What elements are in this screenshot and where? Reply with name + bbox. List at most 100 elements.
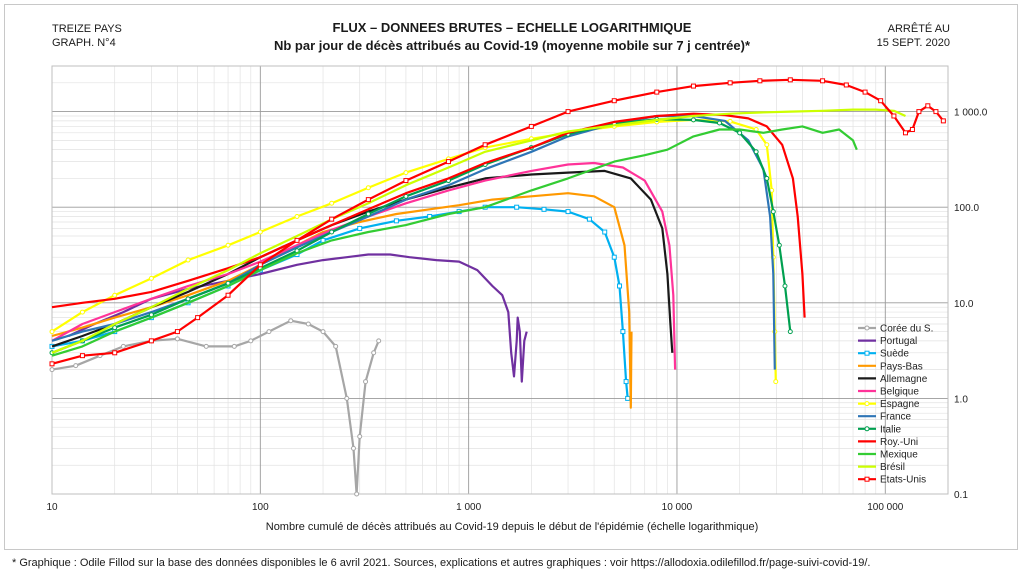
data-point [690, 83, 696, 89]
data-point [73, 363, 79, 369]
x-tick-label: 1 000 [456, 502, 481, 513]
data-point [586, 216, 592, 222]
data-point [716, 120, 722, 126]
data-point [79, 353, 85, 359]
data-point [782, 283, 788, 289]
data-point [376, 338, 382, 344]
data-point [333, 343, 339, 349]
data-point [49, 367, 55, 373]
data-point [445, 159, 451, 165]
data-point [329, 216, 335, 222]
plot-border [51, 65, 949, 495]
data-point [727, 80, 733, 86]
data-point [617, 283, 623, 289]
data-point [79, 309, 85, 315]
header-right-line2: 15 SEPT. 2020 [876, 37, 950, 49]
data-point [225, 292, 231, 298]
data-point [403, 170, 409, 176]
series-line-9 [51, 112, 806, 318]
legend-marker [864, 350, 870, 356]
legend-label: Corée du S. [880, 324, 933, 335]
y-tick-label: 0.1 [954, 490, 968, 501]
data-point [891, 113, 897, 119]
data-point [257, 229, 263, 235]
legend-label: Belgique [880, 387, 919, 398]
data-point [248, 338, 254, 344]
series-line-3 [51, 192, 633, 409]
legend-label: Etats-Unis [880, 475, 926, 486]
series-line-4 [51, 169, 674, 353]
data-point [112, 292, 118, 298]
data-point [843, 82, 849, 88]
data-point [393, 218, 399, 224]
data-point [354, 491, 360, 497]
data-point [611, 254, 617, 260]
data-point [737, 130, 743, 136]
data-point [357, 225, 363, 231]
data-point [329, 229, 335, 235]
data-point [764, 142, 770, 148]
data-point [365, 185, 371, 191]
data-point [611, 98, 617, 104]
data-point [602, 229, 608, 235]
series-line-5 [51, 161, 677, 370]
data-point [148, 275, 154, 281]
data-point [371, 350, 377, 356]
data-point [776, 242, 782, 248]
data-point [925, 103, 931, 109]
data-point [620, 329, 626, 335]
legend-label: Suède [880, 349, 909, 360]
data-point [690, 117, 696, 123]
data-point [49, 329, 55, 335]
y-tick-label: 100.0 [954, 203, 979, 214]
y-tick-label: 10.0 [954, 299, 974, 310]
data-point [787, 77, 793, 83]
data-point [909, 126, 915, 132]
legend-marker [864, 476, 870, 482]
footnote: * Graphique : Odile Fillod sur la base d… [12, 557, 871, 569]
data-point [727, 118, 733, 124]
data-point [320, 237, 326, 243]
legend-label: Roy.-Uni [880, 437, 918, 448]
x-tick-label: 100 000 [867, 502, 904, 513]
series-line-11 [51, 108, 906, 354]
data-point [862, 89, 868, 95]
data-point [49, 361, 55, 367]
data-point [528, 123, 534, 129]
header-right: ARRÊTÉ AU 15 SEPT. 2020 [877, 22, 950, 50]
legend-marker [864, 325, 870, 331]
x-tick-label: 10 000 [662, 502, 693, 513]
data-point [753, 149, 759, 155]
data-point [185, 257, 191, 263]
data-point [350, 445, 356, 451]
data-point [757, 78, 763, 84]
data-point [231, 343, 237, 349]
x-axis-label: Nombre cumulé de décès attribués au Covi… [265, 521, 759, 533]
chart-title: FLUX – DONNEES BRUTES – ECHELLE LOGARITH… [332, 20, 692, 35]
chart-frame [4, 4, 1018, 550]
data-point [565, 109, 571, 115]
data-point [403, 178, 409, 184]
data-point [541, 206, 547, 212]
series-line-10 [51, 125, 858, 357]
data-point [120, 343, 126, 349]
data-point [320, 329, 326, 335]
data-point [514, 204, 520, 210]
data-point [773, 379, 779, 385]
x-tick-label: 100 [252, 502, 269, 513]
data-point [294, 237, 300, 243]
data-point [623, 379, 629, 385]
data-point [902, 130, 908, 136]
data-point [787, 329, 793, 335]
data-point [344, 395, 350, 401]
legend-label: Brésil [880, 462, 905, 473]
data-point [112, 350, 118, 356]
data-point [329, 200, 335, 206]
data-point [357, 433, 363, 439]
legend-label: Pays-Bas [880, 361, 923, 372]
data-point [174, 336, 180, 342]
data-point [195, 315, 201, 321]
x-tick-label: 10 [46, 502, 58, 513]
data-point [363, 379, 369, 385]
legend-marker [864, 426, 870, 432]
